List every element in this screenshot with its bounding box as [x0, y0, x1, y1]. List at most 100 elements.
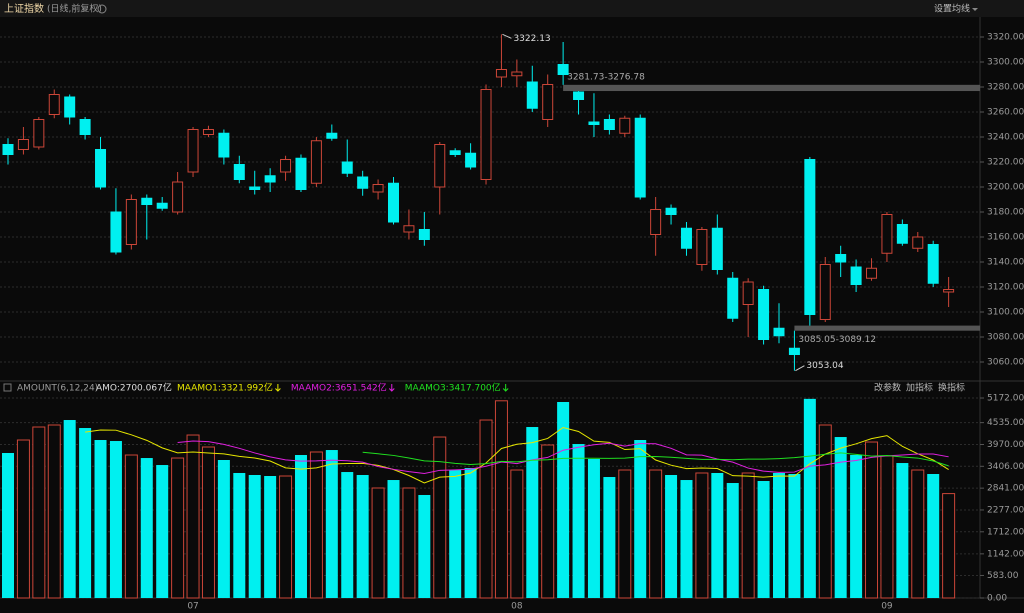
candle-body: [388, 182, 399, 223]
indicator-title: AMOUNT(6,12,24): [17, 384, 98, 394]
candle-body: [17, 139, 29, 150]
candle-body: [881, 214, 893, 254]
ma-line: [362, 451, 949, 467]
candle-body: [125, 199, 137, 245]
y-tick-label: 3220.00: [987, 158, 1024, 168]
y-tick-label: 1712.00: [987, 527, 1024, 537]
candle-body: [927, 244, 939, 284]
value-label: AMO:2700.067亿: [96, 382, 172, 394]
candle-body: [33, 119, 45, 148]
volume-bar: [850, 455, 863, 598]
volume-bar: [186, 434, 200, 599]
volume-bar: [526, 427, 539, 598]
candle-body: [526, 81, 538, 109]
candle-body: [372, 184, 384, 193]
volume-bar: [124, 454, 138, 599]
volume-bar: [603, 477, 616, 598]
candle-body: [357, 176, 369, 189]
volume-bar: [541, 444, 555, 599]
y-tick-label: 3200.00: [987, 183, 1024, 193]
indicator-button[interactable]: 换指标: [938, 382, 965, 394]
volume-bar: [757, 480, 770, 598]
legend-entry: MAAMO3:3417.700亿: [405, 382, 501, 394]
volume-bar: [665, 475, 678, 598]
candle-body: [650, 209, 662, 235]
volume-bar: [140, 458, 153, 598]
indicator-button[interactable]: 加指标: [906, 382, 933, 394]
candle-body: [542, 84, 554, 120]
candle-body: [418, 229, 430, 240]
candle-body: [480, 89, 492, 180]
candle-body: [727, 277, 739, 319]
volume-bar: [264, 476, 277, 598]
candle-body: [819, 264, 831, 320]
volume-bar: [788, 473, 801, 598]
candle-body: [434, 144, 446, 188]
candle-body: [172, 181, 184, 213]
volume-bar: [634, 440, 647, 598]
y-tick-label: 2841.00: [987, 484, 1024, 494]
volume-bar: [449, 470, 462, 598]
volume-bar: [510, 469, 524, 599]
menu-caret: [972, 8, 978, 11]
candle-body: [896, 224, 908, 244]
volume-bar: [711, 472, 724, 598]
y-tick-label: 3160.00: [987, 233, 1024, 243]
legend-arrow: [275, 384, 281, 392]
x-tick-label: 08: [511, 602, 523, 612]
y-tick-label: 3080.00: [987, 333, 1024, 343]
volume-bar: [803, 398, 816, 598]
y-tick-label: 2277.00: [987, 505, 1024, 515]
candle-body: [341, 161, 353, 174]
volume-bar: [2, 453, 14, 598]
candle-body: [403, 225, 415, 233]
candle-body: [773, 327, 785, 337]
chart-subtitle: (日线,前复权): [47, 3, 102, 15]
volume-bar: [479, 419, 493, 599]
y-tick-label: 3140.00: [987, 258, 1024, 268]
y-tick-label: 3120.00: [987, 283, 1024, 293]
y-tick-label: 4535.00: [987, 418, 1024, 428]
volume-bar: [587, 458, 600, 598]
legend-arrow: [502, 384, 509, 392]
volume-bar: [927, 473, 940, 598]
volume-bar: [695, 472, 709, 599]
candle-body: [788, 347, 800, 355]
volume-bar: [818, 424, 832, 599]
menu-button[interactable]: 设置均线: [934, 3, 970, 15]
candle-body: [943, 289, 955, 293]
y-tick-label: 3280.00: [987, 83, 1024, 93]
volume-bar: [109, 441, 122, 598]
volume-bar: [464, 468, 477, 598]
volume-bar: [741, 472, 755, 599]
candle-body: [2, 144, 14, 155]
volume-bar: [233, 472, 246, 598]
annotation: 3322.13: [513, 34, 550, 44]
volume-bar: [572, 444, 585, 598]
candle-body: [850, 266, 862, 285]
candle-body: [233, 164, 245, 180]
candle-body: [79, 119, 91, 135]
volume-bar: [942, 493, 956, 599]
candle-body: [665, 207, 677, 215]
indicator-button[interactable]: 改参数: [874, 382, 901, 394]
legend-arrow: [388, 384, 395, 392]
volume-bar: [649, 469, 663, 599]
y-tick-label: 3100.00: [987, 308, 1024, 318]
candle-body: [680, 227, 692, 249]
y-tick-label: 3300.00: [987, 58, 1024, 68]
settings-icon[interactable]: [97, 4, 107, 14]
volume-bar: [494, 400, 508, 599]
top-bar: [0, 0, 1024, 17]
y-tick-label: 3406.00: [987, 462, 1024, 472]
candle-body: [449, 150, 461, 155]
legend-entry: MAAMO2:3651.542亿: [291, 382, 387, 394]
candle-body: [758, 289, 770, 340]
volume-bar: [557, 401, 570, 598]
legend-entry: MAAMO1:3321.992亿: [177, 382, 273, 394]
y-tick-label: 3180.00: [987, 208, 1024, 218]
candle-body: [218, 132, 230, 158]
annotation-arrow: [502, 33, 512, 39]
y-tick-label: 3060.00: [987, 358, 1024, 368]
